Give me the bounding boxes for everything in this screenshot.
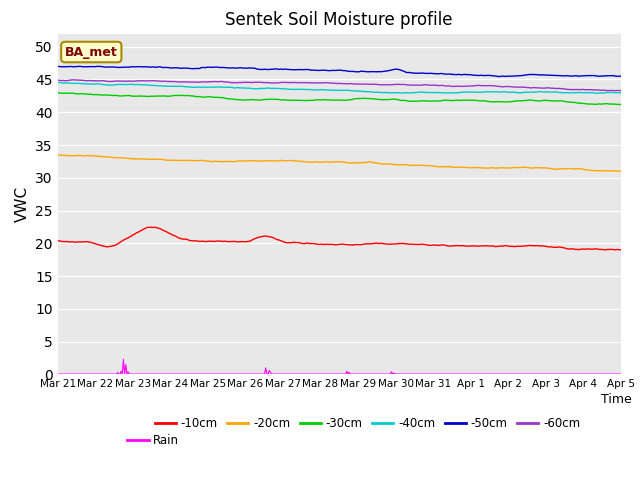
Title: Sentek Soil Moisture profile: Sentek Soil Moisture profile — [225, 11, 453, 29]
X-axis label: Time: Time — [602, 393, 632, 406]
Text: BA_met: BA_met — [65, 46, 118, 59]
Y-axis label: VWC: VWC — [15, 186, 29, 222]
Legend: Rain: Rain — [123, 430, 184, 452]
